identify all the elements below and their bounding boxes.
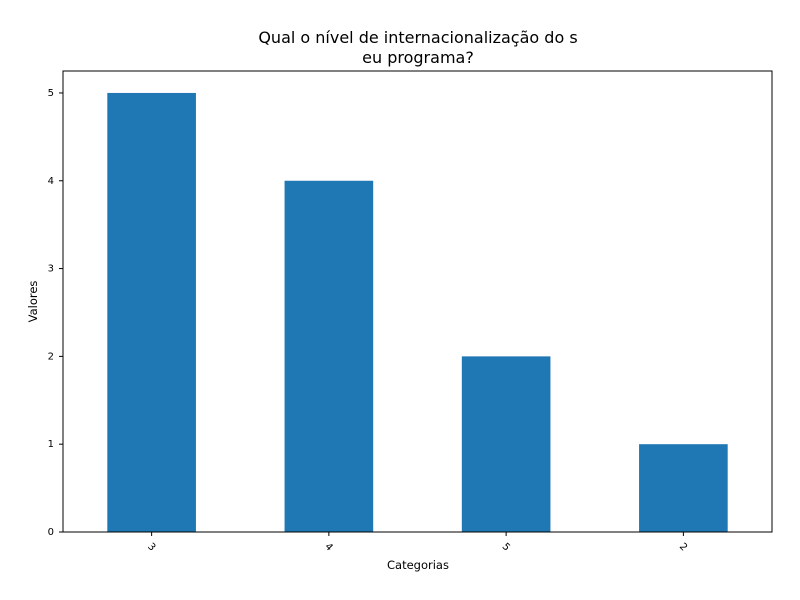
y-tick-label: 3	[48, 264, 54, 275]
y-tick-label: 4	[48, 176, 54, 187]
y-axis-label: Valores	[26, 281, 40, 323]
plot-area-frame	[62, 70, 773, 533]
y-axis-ticks: 0 1 2 3 4 5	[48, 88, 63, 538]
chart-title-line-2: eu programa?	[362, 48, 474, 67]
x-axis-label: Categorias	[387, 558, 449, 572]
chart-title-line-1: Qual o nível de internacionalização do s	[258, 28, 577, 47]
y-tick-label: 0	[48, 527, 54, 538]
bar-3	[107, 92, 196, 532]
y-tick-label: 2	[48, 351, 54, 362]
y-tick-label: 5	[48, 88, 54, 99]
bar-5	[461, 356, 551, 532]
bar-2	[639, 444, 728, 532]
bar-4	[284, 180, 374, 532]
bars-group	[107, 92, 728, 532]
y-tick-label: 1	[48, 439, 54, 450]
